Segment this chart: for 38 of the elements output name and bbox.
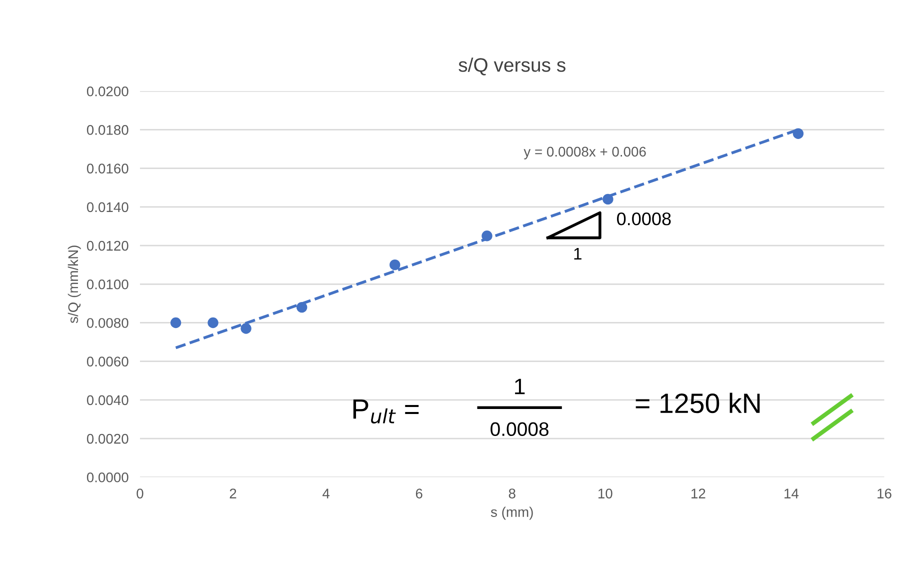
point <box>602 194 614 205</box>
point <box>208 317 218 328</box>
annotation: 1 <box>515 378 525 394</box>
y-tick-label: 0.0040 <box>86 395 128 406</box>
point <box>792 128 804 139</box>
annotation: 1 <box>574 248 582 260</box>
x-tick-label: 12 <box>692 488 706 498</box>
y-tick-label: 0.0100 <box>86 279 128 290</box>
y-tick-label: 0.0060 <box>86 356 128 367</box>
point <box>240 323 252 334</box>
x-tick-label: 2 <box>230 488 236 498</box>
y-tick-label: 0.0160 <box>86 164 128 174</box>
y-tick-label: 0.0120 <box>86 240 128 251</box>
x-axis-title: s (mm) <box>490 506 533 520</box>
point <box>390 259 400 270</box>
annotation: 0.0008 <box>617 212 671 226</box>
point <box>482 230 492 242</box>
x-tick-label: 8 <box>508 488 516 498</box>
x-tick-label: 0 <box>136 488 144 498</box>
annotation: 0.0008 <box>490 422 548 436</box>
chart-title: s/Q versus s <box>458 58 566 76</box>
annotation: P$_{ult}$ = <box>353 400 419 424</box>
x-tick-label: 10 <box>598 488 612 498</box>
annotation: y = 0.0008x + 0.006 <box>524 146 646 160</box>
point <box>296 302 308 313</box>
y-tick-label: 0.0180 <box>86 125 128 135</box>
x-tick-label: 4 <box>322 488 330 498</box>
y-axis-title: s/Q (mm/kN) <box>68 246 81 324</box>
annotation: = 1250 kN <box>636 392 760 414</box>
x-tick-label: 14 <box>784 488 799 498</box>
y-tick-label: 0.0080 <box>86 318 128 328</box>
x-tick-label: 16 <box>878 488 892 498</box>
point <box>170 317 182 328</box>
y-tick-label: 0.0200 <box>86 86 128 96</box>
x-tick-label: 6 <box>416 488 422 498</box>
y-tick-label: 0.0140 <box>86 202 128 212</box>
y-tick-label: 0.0020 <box>86 434 128 444</box>
y-tick-label: 0.0000 <box>86 472 128 482</box>
